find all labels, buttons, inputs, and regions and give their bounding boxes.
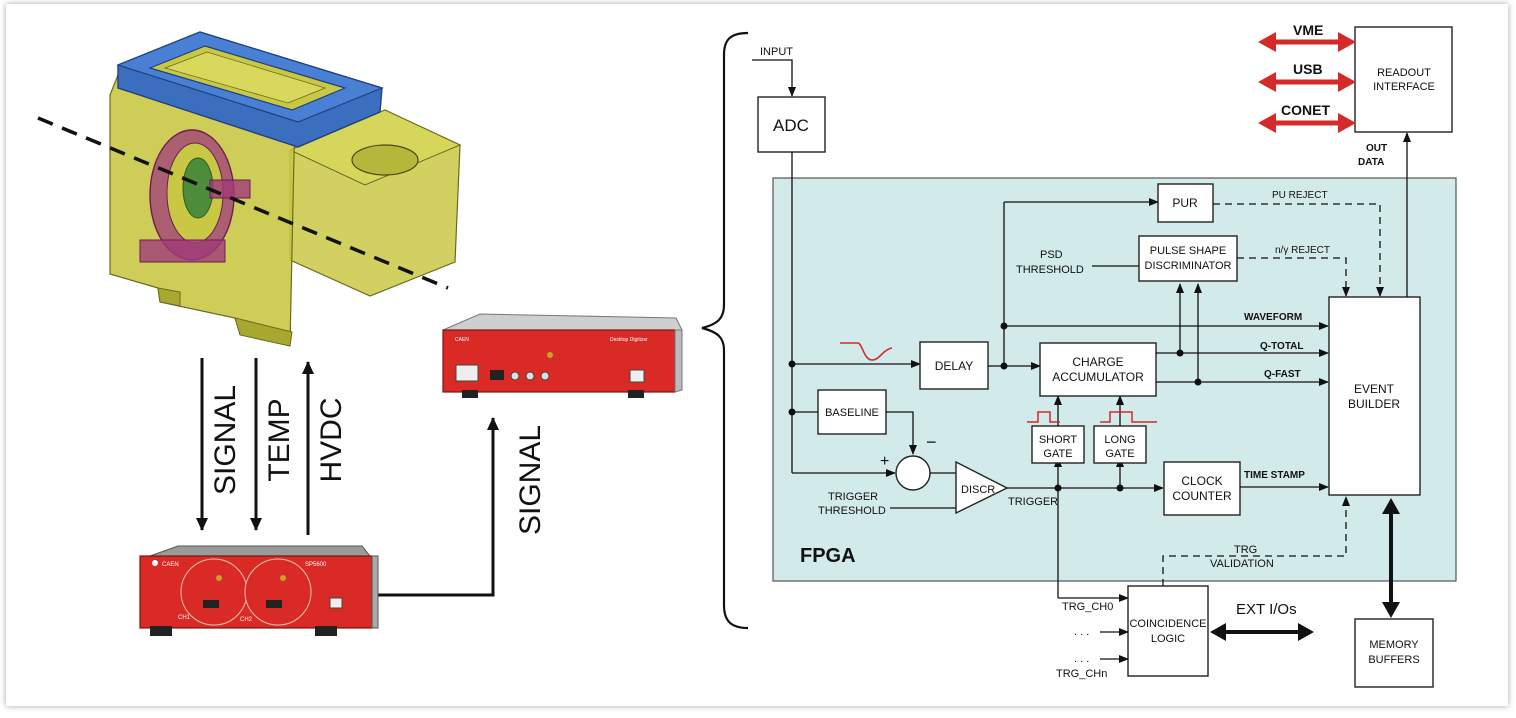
clock-1: CLOCK	[1181, 474, 1222, 488]
dots-2: . . .	[1074, 653, 1089, 665]
adc-label: ADC	[773, 116, 809, 135]
pur-box	[1157, 183, 1214, 223]
discr-label: DISCR	[961, 484, 995, 496]
readout-2: INTERFACE	[1373, 81, 1435, 93]
q-total-label: Q-TOTAL	[1260, 341, 1304, 352]
trigger-threshold-1: TRIGGER	[828, 491, 878, 503]
clock-2: COUNTER	[1172, 489, 1232, 503]
psd-threshold-2: THRESHOLD	[1016, 264, 1084, 276]
digitizer-caption: Desktop Digitizer	[610, 337, 648, 343]
q-fast-label: Q-FAST	[1264, 369, 1301, 380]
waveform-label: WAVEFORM	[1244, 312, 1302, 323]
short-gate-2: GATE	[1043, 448, 1072, 460]
dots-1: . . .	[1074, 626, 1089, 638]
event-1: EVENT	[1354, 382, 1395, 396]
detector-housing	[37, 31, 462, 347]
trigger-threshold-2: THRESHOLD	[818, 505, 886, 517]
unit-ch2: CH2	[240, 617, 253, 623]
readout-1: READOUT	[1377, 67, 1431, 79]
long-gate-2: GATE	[1105, 448, 1134, 460]
temp-label: TEMP	[263, 398, 296, 481]
trigger-label: TRIGGER	[1008, 496, 1058, 508]
internal-mount	[139, 129, 251, 263]
coincidence-2: LOGIC	[1151, 633, 1185, 645]
usb-label: USB	[1293, 61, 1323, 77]
short-gate-1: SHORT	[1039, 434, 1078, 446]
out-data-1: OUT	[1366, 143, 1387, 154]
trg-validation-2: VALIDATION	[1210, 558, 1274, 570]
event-builder-box	[1328, 296, 1421, 496]
hvdc-label: HVDC	[315, 397, 348, 482]
psd-box-2: DISCRIMINATOR	[1145, 260, 1232, 272]
block-diagram: FPGA INPUT ADC BASELINE + − DISCR TRIGGE…	[752, 22, 1457, 688]
baseline-label: BASELINE	[825, 407, 879, 419]
trg-ch0-label: TRG_CH0	[1062, 601, 1113, 613]
conet-label: CONET	[1281, 102, 1330, 118]
trg-validation-1: TRG	[1234, 544, 1257, 556]
signal-right-label: SIGNAL	[514, 425, 547, 535]
unit-brand: CAEN	[162, 562, 179, 568]
event-2: BUILDER	[1348, 397, 1400, 411]
left-arrows: SIGNAL TEMP HVDC SIGNAL	[196, 358, 547, 597]
delay-label: DELAY	[935, 359, 973, 373]
long-gate-1: LONG	[1104, 434, 1135, 446]
signal-label: SIGNAL	[209, 385, 242, 495]
minus-sign: −	[926, 432, 937, 452]
charge-1: CHARGE	[1072, 355, 1123, 369]
plus-sign: +	[880, 453, 889, 470]
psd-box-1: PULSE SHAPE	[1150, 245, 1226, 257]
ext-ios-label: EXT I/Os	[1236, 601, 1297, 618]
pu-reject-label: PU REJECT	[1272, 190, 1328, 201]
discr-triangle	[955, 460, 1009, 515]
trg-chn-label: TRG_CHn	[1056, 668, 1107, 680]
desktop-digitizer: CAEN Desktop Digitizer	[442, 313, 683, 398]
time-stamp-label: TIME STAMP	[1244, 470, 1305, 481]
short-gate-box	[1031, 425, 1085, 464]
psd-box	[1138, 235, 1238, 282]
fpga-label: FPGA	[800, 545, 856, 567]
summing-node	[895, 455, 931, 491]
bus-arrows	[1258, 32, 1356, 133]
caen-sp5600-unit: CAEN SP5600 CH1 CH2	[139, 545, 379, 636]
pur-label: PUR	[1172, 196, 1198, 210]
charge-accumulator-box	[1039, 342, 1157, 397]
cut-line	[37, 116, 449, 290]
clock-counter-box	[1163, 461, 1241, 516]
baseline-box	[817, 389, 887, 435]
unit-model: SP5600	[305, 562, 327, 568]
ny-reject-label: n/γ REJECT	[1275, 245, 1330, 256]
charge-2: ACCUMULATOR	[1052, 370, 1144, 384]
adc-box	[757, 96, 826, 153]
delay-box	[919, 341, 989, 390]
coincidence-1: COINCIDENCE	[1129, 618, 1206, 630]
readout-interface-box	[1354, 26, 1453, 133]
digitizer-brand: CAEN	[455, 337, 469, 343]
memory-buffers-box	[1354, 618, 1434, 688]
unit-ch1: CH1	[178, 615, 191, 621]
input-label: INPUT	[760, 46, 793, 58]
coincidence-logic-box	[1127, 585, 1209, 677]
bracket	[701, 31, 749, 630]
out-data-2: DATA	[1358, 157, 1384, 168]
psd-threshold-1: PSD	[1040, 249, 1063, 261]
memory-2: BUFFERS	[1368, 654, 1419, 666]
vme-label: VME	[1293, 22, 1323, 38]
memory-1: MEMORY	[1369, 639, 1419, 651]
